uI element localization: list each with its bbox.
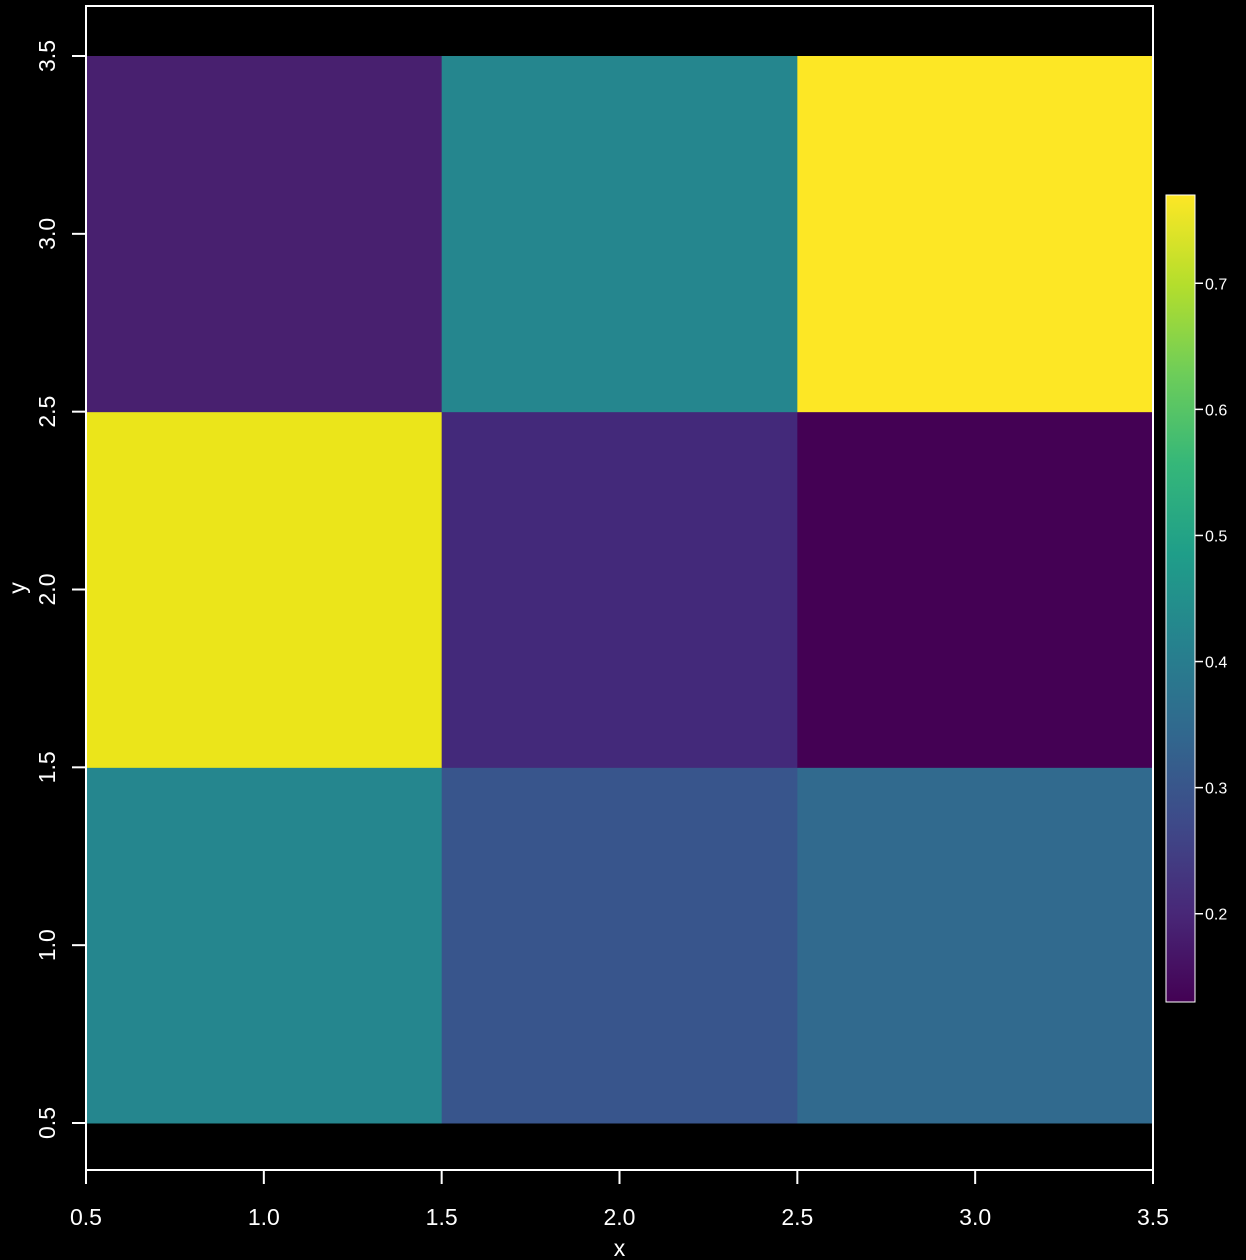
x-axis: 0.5 1.0 1.5 2.0 2.5 3.0 3.5 [70,1170,1169,1230]
x-tick-label: 3.0 [959,1204,991,1230]
y-tick-label: 2.5 [34,396,60,428]
heatmap-cell-3-3 [797,56,1154,413]
colorbar-tick-label: 0.7 [1205,276,1227,293]
x-tick-label: 1.5 [426,1204,458,1230]
colorbar-tick-label: 0.6 [1205,402,1227,419]
colorbar-tick-label: 0.4 [1205,655,1227,672]
y-tick-label: 1.0 [34,929,60,961]
x-tick-label: 2.5 [781,1204,813,1230]
colorbar: 0.2 0.3 0.4 0.5 0.6 0.7 [1165,194,1227,1003]
x-tick-label: 3.5 [1137,1204,1169,1230]
colorbar-tick-label: 0.5 [1205,528,1227,545]
y-tick-label: 1.5 [34,751,60,783]
heatmap-cell-2-1 [441,767,798,1124]
x-tick-label: 2.0 [604,1204,636,1230]
heatmap-cell-2-3 [441,56,798,413]
heatmap-cell-2-2 [441,411,798,768]
heatmap-cell-1-2 [86,411,443,768]
heatmap-cell-3-1 [797,767,1154,1124]
y-axis: 0.5 1.0 1.5 2.0 2.5 3.0 3.5 [34,40,86,1139]
y-tick-label: 3.0 [34,218,60,250]
colorbar-tick-label: 0.3 [1205,781,1227,798]
y-tick-label: 3.5 [34,40,60,72]
x-axis-label: x [614,1235,626,1260]
colorbar-gradient [1165,194,1196,1003]
heatmap-cells [86,56,1154,1124]
x-tick-label: 1.0 [248,1204,280,1230]
y-axis-label: y [4,582,30,594]
y-tick-label: 2.0 [34,574,60,606]
colorbar-tick-label: 0.2 [1205,907,1227,924]
y-tick-label: 0.5 [34,1107,60,1139]
heatmap-cell-3-2 [797,411,1154,768]
heatmap-cell-1-1 [86,767,443,1124]
x-tick-label: 0.5 [70,1204,102,1230]
heatmap-cell-1-3 [86,56,443,413]
